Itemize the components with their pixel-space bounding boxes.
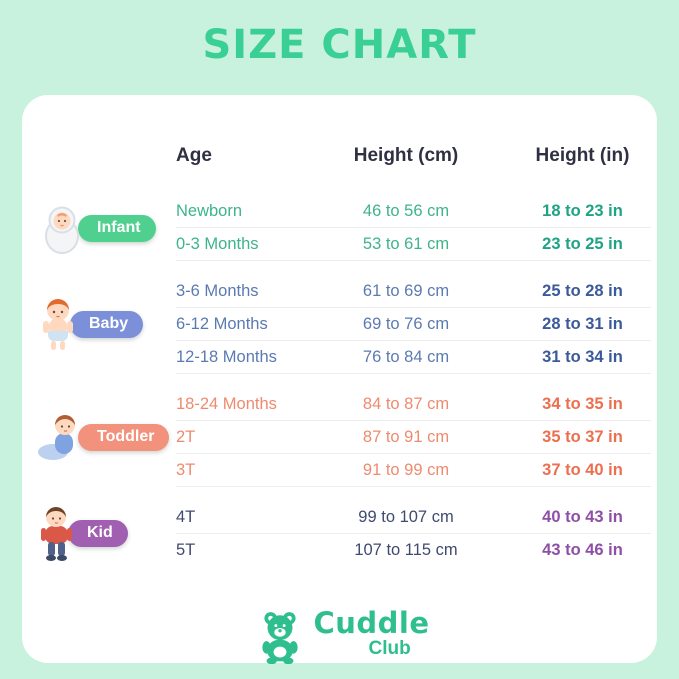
size-group-infant: Infant Newborn 46 to 56 cm 18 to 23 in 0… [36, 195, 651, 261]
height-in-cell: 23 to 25 in [542, 234, 623, 253]
height-cm-cell: 53 to 61 cm [362, 234, 450, 253]
table-row: 6-12 Months 69 to 76 cm 28 to 31 in [176, 308, 651, 341]
badge-pill-kid: Kid [68, 520, 128, 547]
teddy-bear-icon [257, 610, 303, 665]
table-row: 5T 107 to 115 cm 43 to 46 in [176, 534, 651, 566]
table-row: 4T 99 to 107 cm 40 to 43 in [176, 501, 651, 534]
page-title: SIZE CHART [202, 22, 477, 68]
age-cell: 12-18 Months [176, 347, 277, 366]
size-chart-card: Age Height (cm) Height (in) [22, 95, 657, 665]
badge-pill-toddler: Toddler [78, 424, 170, 451]
age-cell: 4T [176, 507, 196, 526]
height-in-cell: 31 to 34 in [542, 347, 623, 366]
height-in-cell: 43 to 46 in [542, 540, 623, 559]
brand-logo: Cuddle Club [36, 606, 651, 665]
age-cell: 0-3 Months [176, 234, 259, 253]
height-in-cell: 37 to 40 in [542, 460, 623, 479]
height-cm-cell: 107 to 115 cm [354, 540, 458, 559]
age-cell: 2T [176, 427, 196, 446]
badge-pill-infant: Infant [78, 214, 156, 242]
size-table: Infant Newborn 46 to 56 cm 18 to 23 in 0… [36, 195, 651, 566]
height-cm-cell: 84 to 87 cm [362, 394, 450, 413]
age-cell: 18-24 Months [176, 394, 277, 413]
group-badge-infant: Infant [36, 195, 176, 261]
header-age: Age [176, 145, 212, 166]
height-cm-cell: 87 to 91 cm [362, 427, 450, 446]
height-cm-cell: 61 to 69 cm [362, 281, 450, 300]
height-in-cell: 18 to 23 in [542, 201, 623, 220]
badge-pill-baby: Baby [70, 311, 144, 338]
height-cm-cell: 91 to 99 cm [362, 460, 450, 479]
height-cm-cell: 69 to 76 cm [362, 314, 450, 333]
height-in-cell: 28 to 31 in [542, 314, 623, 333]
brand-subname: Club [368, 638, 411, 660]
age-cell: 3-6 Months [176, 281, 259, 300]
table-header: Age Height (cm) Height (in) [176, 133, 651, 179]
kid-illustration-icon [36, 505, 78, 563]
header-height-in: Height (in) [535, 145, 630, 166]
height-in-cell: 35 to 37 in [542, 427, 623, 446]
age-cell: Newborn [176, 201, 243, 220]
infant-illustration-icon [36, 201, 88, 255]
table-row: 18-24 Months 84 to 87 cm 34 to 35 in [176, 388, 651, 421]
header-height-cm: Height (cm) [353, 145, 459, 166]
group-badge-toddler: Toddler [36, 388, 176, 487]
age-cell: 3T [176, 460, 196, 479]
size-group-kid: Kid 4T 99 to 107 cm 40 to 43 in 5T 107 t… [36, 501, 651, 566]
table-row: 3T 91 to 99 cm 37 to 40 in [176, 454, 651, 487]
baby-illustration-icon [36, 297, 80, 353]
toddler-illustration-icon [36, 412, 88, 464]
group-badge-kid: Kid [36, 501, 176, 566]
table-row: Newborn 46 to 56 cm 18 to 23 in [176, 195, 651, 228]
group-badge-baby: Baby [36, 275, 176, 374]
height-cm-cell: 76 to 84 cm [362, 347, 450, 366]
table-row: 2T 87 to 91 cm 35 to 37 in [176, 421, 651, 454]
height-in-cell: 34 to 35 in [542, 394, 623, 413]
height-cm-cell: 46 to 56 cm [362, 201, 450, 220]
table-row: 0-3 Months 53 to 61 cm 23 to 25 in [176, 228, 651, 261]
size-group-baby: Baby 3-6 Months 61 to 69 cm 25 to 28 in … [36, 275, 651, 374]
height-in-cell: 40 to 43 in [542, 507, 623, 526]
height-in-cell: 25 to 28 in [542, 281, 623, 300]
table-row: 12-18 Months 76 to 84 cm 31 to 34 in [176, 341, 651, 374]
brand-name: Cuddle [313, 606, 430, 640]
table-row: 3-6 Months 61 to 69 cm 25 to 28 in [176, 275, 651, 308]
age-cell: 6-12 Months [176, 314, 268, 333]
size-group-toddler: Toddler 18-24 Months 84 to 87 cm 34 to 3… [36, 388, 651, 487]
height-cm-cell: 99 to 107 cm [358, 507, 454, 526]
age-cell: 5T [176, 540, 196, 559]
